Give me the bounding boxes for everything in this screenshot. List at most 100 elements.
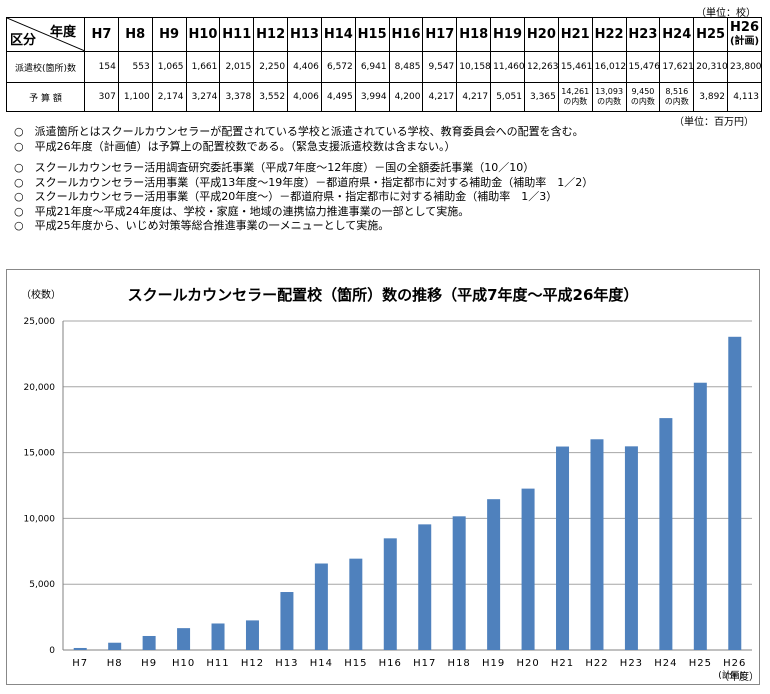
budget-cell: 2,174: [151, 82, 187, 112]
budget-cell: 4,200: [388, 82, 424, 112]
corner-diagonal: [7, 18, 85, 51]
dispatch-count-cell: 15,476: [625, 51, 661, 83]
dispatch-count-cell: 2,015: [219, 51, 255, 83]
dispatch-count-cell: 4,406: [287, 51, 322, 83]
dispatch-count-cell: 6,941: [354, 51, 390, 83]
x-tick-label: H23: [620, 658, 643, 669]
budget-value-part: の内数: [563, 97, 588, 106]
dispatch-count-cell: 1,065: [151, 51, 187, 83]
bar-H22: [590, 439, 604, 650]
x-tick-label: H10: [172, 658, 195, 669]
year-header-cell: H14: [320, 17, 356, 52]
year-header-cell: H22: [591, 17, 627, 52]
dispatch-count-cell: 6,572: [320, 51, 356, 83]
y-tick-label: 10,000: [24, 514, 56, 524]
table-corner-cell: 年度 区分: [6, 17, 85, 52]
year-header-cell: H17: [422, 17, 458, 52]
budget-cell: 4,217: [456, 82, 492, 112]
budget-value-part: 13,093: [595, 87, 624, 96]
bar-H16: [383, 538, 397, 650]
budget-cell: 3,994: [354, 82, 390, 112]
bar-H7: [73, 647, 87, 650]
budget-cell: 3,552: [253, 82, 289, 112]
budget-value-part: 9,450: [631, 87, 655, 96]
x-tick-label: H15: [344, 658, 367, 669]
dispatch-count-cell: 11,460: [490, 51, 525, 83]
budget-value-part: の内数: [630, 97, 655, 106]
note-item: ○ 平成26年度（計画値）は予算上の配置校数である。（緊急支援派遣校数は含まない…: [14, 139, 456, 153]
bar-H23: [624, 446, 638, 650]
bar-H17: [418, 524, 432, 650]
budget-value-part: の内数: [664, 97, 689, 106]
year-header-cell: H9: [151, 17, 187, 52]
year-header-cell: H18: [456, 17, 492, 52]
year-header-cell: H11: [219, 17, 255, 52]
dispatch-count-cell: 553: [117, 51, 153, 83]
bar-H15: [349, 558, 363, 650]
dispatch-count-cell: 12,263: [523, 51, 559, 83]
row-label-budget: 予 算 額: [6, 82, 85, 112]
bar-H18: [452, 516, 466, 650]
budget-value-part: 14,261: [561, 87, 590, 96]
budget-value-part: 8,516: [665, 87, 689, 96]
year-header-cell: H12: [253, 17, 289, 52]
budget-cell: 9,450 の内数: [625, 82, 661, 112]
x-tick-label: H19: [482, 658, 505, 669]
budget-cell: 5,051: [490, 82, 525, 112]
y-tick-label: 15,000: [24, 449, 56, 459]
budget-unit-label: （単位：百万円）: [674, 117, 754, 128]
x-axis-label: （年度）: [719, 670, 759, 683]
y-axis-label: （校数）: [21, 288, 61, 301]
y-tick-label: 5,000: [29, 580, 55, 590]
x-tick-label: H8: [107, 658, 123, 669]
year-header-cell: H26 (計画): [727, 17, 762, 52]
x-tick-label: H13: [275, 658, 298, 669]
x-tick-label: H20: [516, 658, 539, 669]
year-header-cell: H7: [84, 17, 119, 52]
year-header-cell: H15: [354, 17, 390, 52]
x-tick-label: H7: [72, 658, 88, 669]
bar-chart: スクールカウンセラー配置校（箇所）数の推移（平成7年度～平成26年度） （校数）…: [21, 286, 759, 683]
row-label-dispatch-count: 派遣校(箇所)数: [6, 51, 85, 83]
year-header-cell: H25: [693, 17, 729, 52]
x-tick-label: H25: [689, 658, 712, 669]
note-item: ○ スクールカウンセラー活用調査研究委託事業（平成7年度～12年度）－国の全額委…: [14, 161, 535, 174]
table-header-row: 年度 区分 H7 H8 H9 H10 H11 H12 H13 H14 H15 H16 H17 H18 H…: [6, 17, 762, 52]
x-tick-label: H9: [141, 658, 157, 669]
dispatch-count-cell: 2,250: [253, 51, 289, 83]
budget-cell: 3,274: [185, 82, 221, 112]
x-tick-label: H11: [206, 658, 229, 669]
year-header-cell: H10: [185, 17, 221, 52]
note-item: ○ 平成25年度から、いじめ対策等総合推進事業の一メニューとして実施。: [14, 219, 390, 232]
x-tick-label: H22: [585, 658, 608, 669]
x-tick-label: H12: [241, 658, 264, 669]
counselor-data-table: 年度 区分 H7 H8 H9 H10 H11 H12 H13 H14 H15 H16 H17 H18 H…: [6, 17, 762, 112]
dispatch-count-cell: 23,800: [727, 51, 762, 83]
year-header-plan-note: (計画): [729, 35, 760, 47]
budget-cell: 4,113: [727, 82, 762, 112]
year-header-cell: H24: [659, 17, 695, 52]
bar-H21: [556, 446, 570, 650]
corner-year-label: 年度: [49, 25, 76, 40]
budget-cell: 13,093 の内数: [591, 82, 627, 112]
chart-container: スクールカウンセラー配置校（箇所）数の推移（平成7年度～平成26年度） （校数）…: [6, 269, 760, 685]
x-tick-label: H16: [379, 658, 402, 669]
budget-cell: 3,892: [693, 82, 729, 112]
x-tick-label: H24: [654, 658, 677, 669]
table-row-budget: 予 算 額 307 1,100 2,174 3,274 3,378 3,552 4,006 4…: [6, 82, 762, 112]
year-header-cell: H16: [388, 17, 424, 52]
dispatch-count-cell: 1,661: [185, 51, 221, 83]
x-tick-plan-note: (計画): [718, 669, 743, 681]
budget-cell: 8,516 の内数: [659, 82, 695, 112]
year-header-cell: H21: [557, 17, 593, 52]
note-item: ○ スクールカウンセラー活用事業（平成13年度～19年度）－都道府県・指定都市に…: [14, 175, 594, 189]
year-header-cell: H23: [625, 17, 661, 52]
bar-H14: [314, 563, 328, 650]
budget-cell: 4,006: [287, 82, 322, 112]
budget-value-part: の内数: [597, 97, 622, 106]
table-row-dispatch-count: 派遣校(箇所)数 154 553 1,065 1,661 2,015 2,250 4,406…: [6, 51, 762, 83]
y-tick-label: 20,000: [24, 383, 56, 393]
budget-cell: 14,261 の内数: [557, 82, 593, 112]
dispatch-count-cell: 15,461: [557, 51, 593, 83]
note-item: ○ スクールカウンセラー活用事業（平成20年度～）－都道府県・指定都市に対する補…: [14, 190, 558, 203]
